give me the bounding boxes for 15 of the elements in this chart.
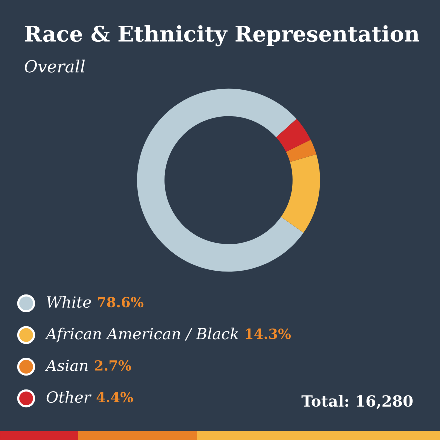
chart-title: Race & Ethnicity Representation bbox=[25, 25, 420, 47]
legend-label: African American / Black bbox=[45, 328, 238, 343]
legend-label: Other bbox=[46, 391, 92, 404]
legend-label: Asian bbox=[45, 360, 88, 372]
data-label: 2.7% bbox=[95, 360, 132, 371]
chart-subtitle: Overall bbox=[24, 60, 86, 73]
donut-slice bbox=[276, 119, 311, 152]
text: Total: 16,280 bbox=[302, 395, 413, 410]
data-label: 78.6% bbox=[98, 297, 144, 308]
donut-slice bbox=[286, 140, 317, 162]
data-label: 4.4% bbox=[96, 392, 134, 403]
data-label: 14.3% bbox=[246, 328, 292, 340]
donut-slice bbox=[137, 88, 304, 272]
legend-label: White bbox=[47, 296, 92, 308]
donut-slice bbox=[281, 154, 320, 233]
